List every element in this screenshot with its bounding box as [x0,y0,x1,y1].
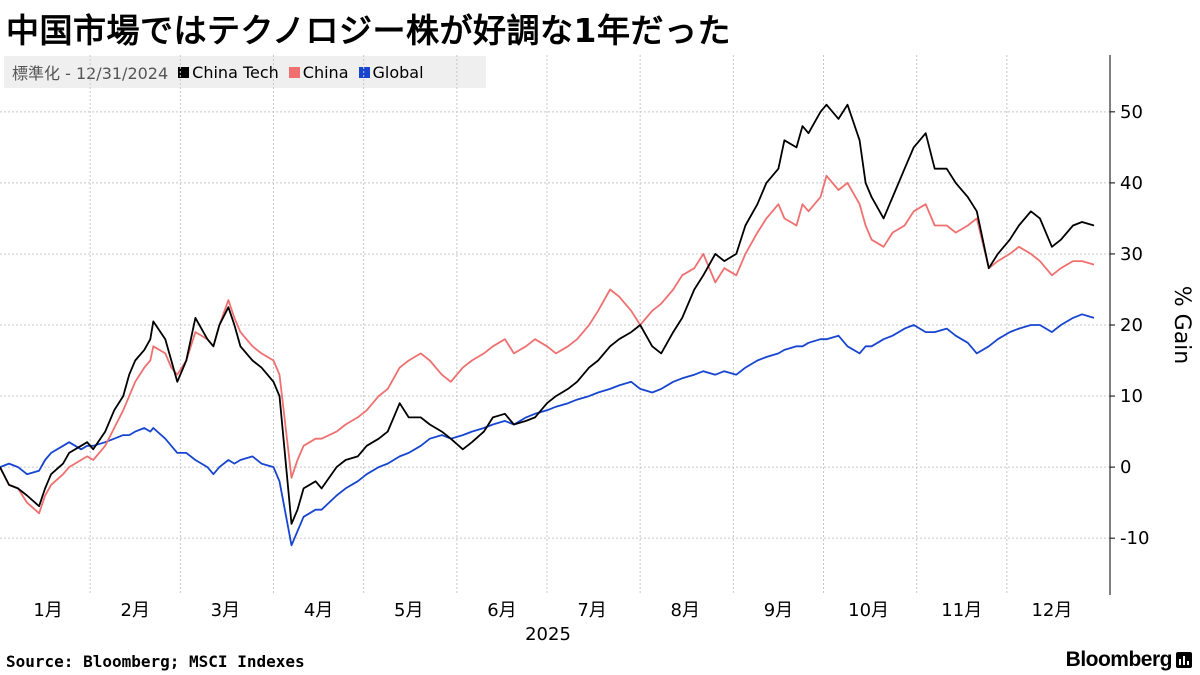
x-tick-label: 6月 [487,600,516,621]
legend-label-china: China [302,62,349,82]
x-tick-label: 9月 [764,600,793,621]
gridlines [0,55,1110,595]
legend-subtitle: 標準化 - 12/31/2024 [12,64,169,83]
y-tick-label: 40 [1120,173,1143,194]
y-tick-label: 0 [1120,457,1131,478]
y-axis-label: % Gain [1169,286,1194,364]
brand-logo: Bloomberg [1066,648,1192,672]
x-tick-label: 11月 [941,600,982,621]
y-tick-label: 10 [1120,386,1143,407]
bar-chart-icon [1176,652,1192,668]
x-tick-label: 4月 [304,600,333,621]
source-note: Source: Bloomberg; MSCI Indexes [6,652,305,671]
legend: 標準化 - 12/31/2024 China Tech China Global [4,56,486,88]
y-tick-label: 30 [1120,244,1143,265]
y-tick-label: 20 [1120,315,1143,336]
x-tick-label: 10月 [848,600,889,621]
x-year-label: 2025 [525,624,571,645]
legend-label-global: Global [372,62,424,82]
x-tick-label: 1月 [33,600,62,621]
legend-item-china-tech: China Tech [178,63,279,82]
legend-swatch-china [288,66,300,78]
series-line-china [0,174,1095,515]
legend-item-china: China [288,62,349,82]
legend-swatch-china-tech [178,66,190,78]
series-line-china-tech [0,103,1095,525]
y-tick-label: -10 [1120,528,1149,549]
y-tick-label: 50 [1120,102,1143,123]
x-tick-label: 12月 [1031,600,1072,621]
x-tick-label: 8月 [671,600,700,621]
brand-name: Bloomberg [1065,648,1173,671]
chart-title: 中国市場ではテクノロジー株が好調な1年だった [6,11,731,50]
x-tick-label: 2月 [121,600,150,621]
x-tick-label: 3月 [211,600,240,621]
legend-label-china-tech: China Tech [192,62,279,82]
x-tick-label: 5月 [394,600,423,621]
x-tick-label: 7月 [577,600,606,621]
